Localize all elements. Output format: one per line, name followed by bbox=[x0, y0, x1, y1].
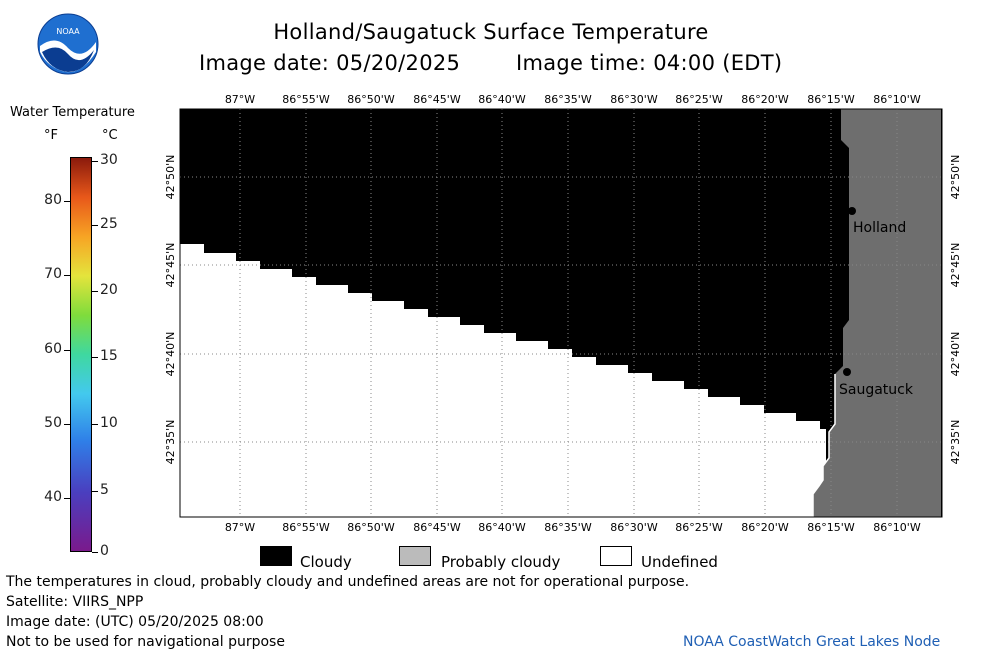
credit: NOAA CoastWatch Great Lakes Node bbox=[683, 634, 941, 650]
fahrenheit-tick bbox=[64, 275, 70, 276]
fahrenheit-tick-label: 50 bbox=[44, 415, 62, 431]
longitude-label: 86°15'W bbox=[807, 521, 855, 534]
fahrenheit-tick bbox=[64, 201, 70, 202]
fahrenheit-tick-label: 40 bbox=[44, 489, 62, 505]
longitude-label: 86°30'W bbox=[610, 521, 658, 534]
legend-swatch-cloudy bbox=[260, 546, 292, 566]
image-date: Image date: 05/20/2025 bbox=[199, 51, 461, 75]
longitude-label: 86°35'W bbox=[544, 521, 592, 534]
colorbar-title: Water Temperature bbox=[10, 105, 135, 120]
celsius-tick bbox=[92, 491, 98, 492]
place-label-holland: Holland bbox=[853, 220, 907, 236]
latitude-label: 42°40'N bbox=[949, 331, 962, 377]
noaa-logo: NOAA bbox=[37, 13, 99, 75]
saugatuck-marker bbox=[843, 368, 851, 376]
legend-label-undefined: Undefined bbox=[641, 553, 718, 571]
fahrenheit-tick bbox=[64, 350, 70, 351]
latitude-label: 42°35'N bbox=[164, 419, 177, 465]
latitude-label: 42°40'N bbox=[164, 331, 177, 377]
legend-swatch-probably-cloudy bbox=[399, 546, 431, 566]
disclaimer: The temperatures in cloud, probably clou… bbox=[6, 574, 690, 590]
celsius-tick bbox=[92, 161, 98, 162]
longitude-label: 86°10'W bbox=[873, 93, 921, 106]
celsius-tick-label: 15 bbox=[100, 348, 118, 364]
latitude-label: 42°45'N bbox=[949, 242, 962, 288]
image-time: Image time: 04:00 (EDT) bbox=[516, 51, 783, 75]
land-region bbox=[813, 109, 941, 517]
celsius-tick-label: 10 bbox=[100, 415, 118, 431]
longitude-label: 86°55'W bbox=[282, 521, 330, 534]
legend-label-probably-cloudy: Probably cloudy bbox=[441, 553, 561, 571]
celsius-tick bbox=[92, 291, 98, 292]
latitude-label: 42°50'N bbox=[949, 154, 962, 200]
utc-date: Image date: (UTC) 05/20/2025 08:00 bbox=[6, 614, 264, 630]
latitude-label: 42°50'N bbox=[164, 154, 177, 200]
longitude-label: 86°50'W bbox=[347, 521, 395, 534]
satellite: Satellite: VIIRS_NPP bbox=[6, 594, 144, 610]
celsius-tick-label: 25 bbox=[100, 216, 118, 232]
longitude-label: 86°40'W bbox=[478, 521, 526, 534]
shoreline bbox=[812, 374, 836, 517]
logo-text: NOAA bbox=[56, 27, 80, 36]
longitude-label: 86°30'W bbox=[610, 93, 658, 106]
longitude-label: 86°20'W bbox=[741, 93, 789, 106]
gridlines bbox=[180, 109, 942, 517]
page-title: Holland/Saugatuck Surface Temperature bbox=[273, 20, 709, 44]
fahrenheit-tick-label: 80 bbox=[44, 192, 62, 208]
celsius-tick bbox=[92, 552, 98, 553]
legend-swatch-undefined bbox=[600, 546, 632, 566]
colorbar bbox=[70, 157, 92, 552]
longitude-label: 86°55'W bbox=[282, 93, 330, 106]
longitude-label: 86°40'W bbox=[478, 93, 526, 106]
longitude-label: 86°10'W bbox=[873, 521, 921, 534]
fahrenheit-tick-label: 60 bbox=[44, 341, 62, 357]
longitude-label: 86°25'W bbox=[675, 93, 723, 106]
celsius-tick-label: 30 bbox=[100, 152, 118, 168]
celsius-tick bbox=[92, 225, 98, 226]
longitude-label: 87°W bbox=[224, 521, 256, 534]
colorbar-unit-f: °F bbox=[44, 128, 58, 143]
celsius-tick-label: 20 bbox=[100, 282, 118, 298]
longitude-label: 86°35'W bbox=[544, 93, 592, 106]
fahrenheit-tick bbox=[64, 498, 70, 499]
longitude-label: 86°45'W bbox=[413, 93, 461, 106]
celsius-tick bbox=[92, 357, 98, 358]
latitude-label: 42°45'N bbox=[164, 242, 177, 288]
longitude-label: 86°50'W bbox=[347, 93, 395, 106]
celsius-tick-label: 0 bbox=[100, 543, 109, 559]
longitude-label: 86°15'W bbox=[807, 93, 855, 106]
fahrenheit-tick bbox=[64, 424, 70, 425]
undefined-region bbox=[180, 244, 826, 517]
map-frame bbox=[179, 108, 943, 518]
longitude-label: 87°W bbox=[224, 93, 256, 106]
longitude-label: 86°45'W bbox=[413, 521, 461, 534]
celsius-tick bbox=[92, 424, 98, 425]
legend-label-cloudy: Cloudy bbox=[300, 553, 352, 571]
celsius-tick-label: 5 bbox=[100, 482, 109, 498]
nav-warning: Not to be used for navigational purpose bbox=[6, 634, 285, 650]
longitude-label: 86°20'W bbox=[741, 521, 789, 534]
fahrenheit-tick-label: 70 bbox=[44, 266, 62, 282]
latitude-label: 42°35'N bbox=[949, 419, 962, 465]
place-label-saugatuck: Saugatuck bbox=[839, 382, 913, 398]
colorbar-unit-c: °C bbox=[102, 128, 118, 143]
longitude-label: 86°25'W bbox=[675, 521, 723, 534]
holland-marker bbox=[848, 207, 856, 215]
